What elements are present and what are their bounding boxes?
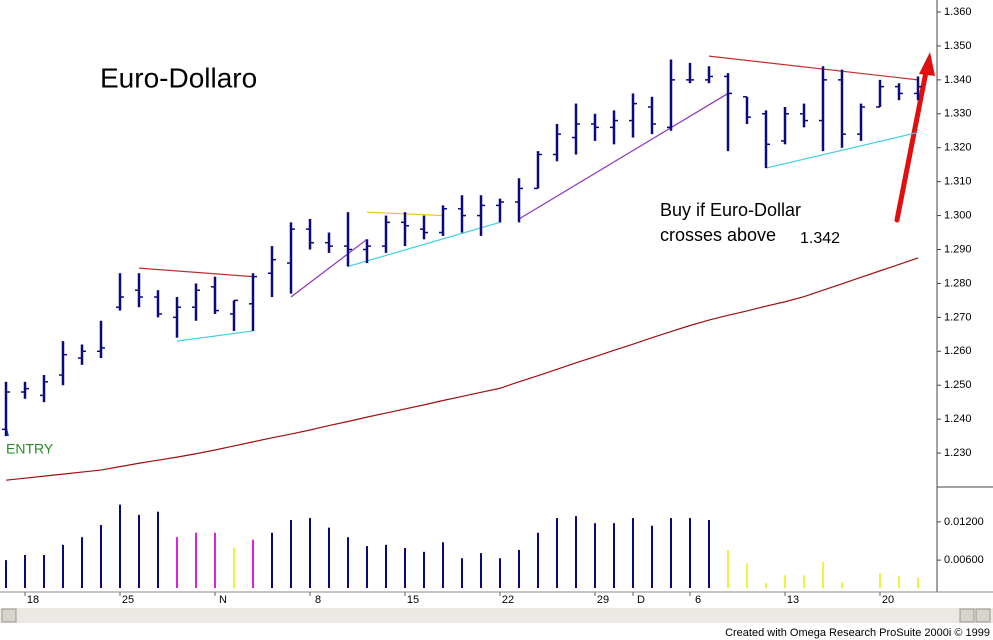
y-tick-label: 1.240 [944,413,972,425]
x-tick-label: 18 [27,594,39,606]
x-tick-label: 25 [122,594,134,606]
annotation: Buy if Euro-Dollar [660,200,801,220]
y-tick-label: 1.230 [944,447,972,459]
scroll-right-end[interactable] [975,608,991,623]
x-tick-label: 15 [407,594,419,606]
y-tick-label: 1.250 [944,379,972,391]
y-tick-label: 1.260 [944,345,972,357]
x-tick-label: 29 [597,594,609,606]
x-tick-label: 8 [315,594,321,606]
arrow-head [919,52,935,76]
x-tick-label: 22 [502,594,514,606]
footer: Created with Omega Research ProSuite 200… [725,627,990,639]
y2-tick-label: 0.00600 [944,554,984,566]
y-tick-label: 1.280 [944,277,972,289]
trendline [347,221,501,268]
y-tick-label: 1.310 [944,176,972,188]
y2-tick-label: 0.01200 [944,516,984,528]
y-tick-label: 1.290 [944,243,972,255]
y-tick-label: 1.340 [944,74,972,86]
annotation: crosses above [660,225,776,245]
y-tick-label: 1.350 [944,40,972,52]
x-tick-label: N [219,594,227,606]
trendline [290,238,368,298]
y-tick-label: 1.360 [944,6,972,18]
entry-label: ENTRY [6,441,54,457]
annotation: 1.342 [800,230,840,247]
scrollbar[interactable] [0,608,993,623]
y-tick-label: 1.330 [944,108,972,120]
trendline [708,55,919,81]
scroll-right[interactable] [959,608,975,623]
arrow [894,69,929,223]
trendline [765,131,919,169]
scroll-left[interactable] [1,608,17,623]
y-tick-label: 1.300 [944,209,972,221]
trendline [176,330,254,342]
chart-title: Euro-Dollaro [100,62,257,93]
x-tick-label: 13 [787,594,799,606]
moving-average [5,257,919,481]
x-tick-label: 6 [695,594,701,606]
trendline [138,267,254,278]
y-tick-label: 1.270 [944,311,972,323]
x-tick-label: D [637,594,645,606]
trendline [518,92,729,220]
y-tick-label: 1.320 [944,142,972,154]
x-tick-label: 20 [882,594,894,606]
